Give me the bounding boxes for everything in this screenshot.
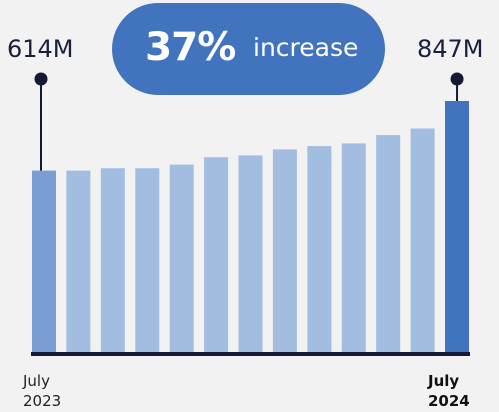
bar-jan-2024 (238, 155, 263, 354)
increase-badge: 37% increase (112, 3, 385, 95)
increase-word: increase (253, 33, 359, 62)
bar-jul-2023 (32, 170, 56, 354)
bar-feb-2024 (272, 149, 297, 354)
end-month-label: July (428, 372, 460, 390)
bars-layer (32, 101, 469, 354)
bar-oct-2023 (135, 168, 160, 354)
bar-jul-2024 (445, 101, 469, 354)
start-month-label: July (23, 372, 50, 390)
end-value-callout: 847M (417, 35, 484, 63)
bar-sep-2023 (100, 168, 125, 354)
increase-percent: 37% (145, 25, 236, 70)
markers-layer (34, 72, 464, 171)
bar-may-2024 (376, 135, 401, 354)
end-year-label: 2024 (428, 392, 470, 410)
end-marker-dot (450, 72, 464, 86)
bar-aug-2023 (66, 170, 91, 354)
bar-jun-2024 (410, 128, 435, 354)
start-marker-dot (34, 72, 48, 86)
end-date-label: July 2024 (428, 371, 470, 411)
bar-dec-2023 (204, 157, 229, 354)
start-year-label: 2023 (23, 392, 62, 410)
bar-apr-2024 (341, 143, 366, 354)
bar-mar-2024 (307, 146, 332, 354)
start-date-label: July 2023 (23, 371, 61, 411)
start-value-callout: 614M (7, 35, 74, 63)
bar-nov-2023 (169, 164, 194, 354)
